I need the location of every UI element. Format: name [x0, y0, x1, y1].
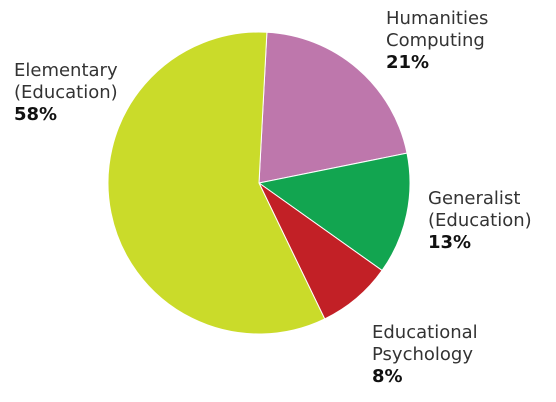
slice-label-generalist-education: Generalist (Education) 13%	[428, 188, 532, 254]
pie-slice-elementary-education	[107, 31, 326, 335]
pie-slice-humanities-computing	[258, 31, 408, 184]
slice-name-educational-psychology: Educational Psychology	[372, 322, 478, 365]
slice-label-elementary-education: Elementary (Education) 58%	[14, 60, 118, 126]
slice-name-generalist-education: Generalist (Education)	[428, 188, 532, 231]
slice-percent-generalist-education: 13%	[428, 232, 472, 253]
slice-percent-elementary-education: 58%	[14, 104, 58, 125]
slice-percent-educational-psychology: 8%	[372, 366, 403, 387]
slice-name-elementary-education: Elementary (Education)	[14, 60, 118, 103]
pie-slice-generalist-education	[257, 152, 411, 272]
slice-label-humanities-computing: Humanities Computing 21%	[386, 8, 488, 74]
slice-percent-humanities-computing: 21%	[386, 52, 430, 73]
slice-name-humanities-computing: Humanities Computing	[386, 8, 489, 51]
slice-label-educational-psychology: Educational Psychology 8%	[372, 322, 478, 388]
